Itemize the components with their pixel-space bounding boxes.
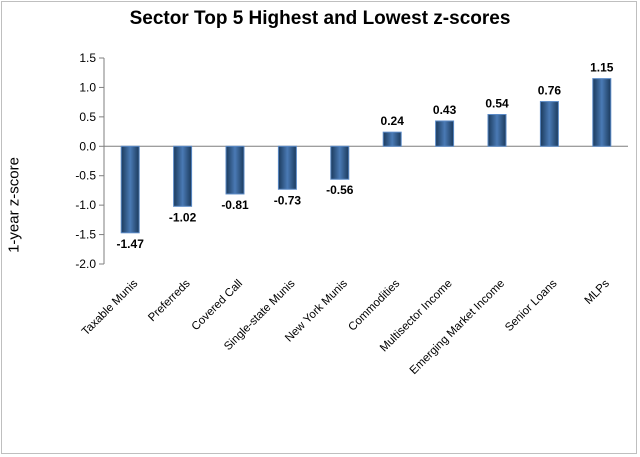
- bars: [120, 78, 612, 234]
- data-label: 1.15: [590, 61, 614, 75]
- data-label: -0.73: [274, 193, 302, 207]
- data-label: -0.81: [221, 198, 249, 212]
- data-label: 0.54: [485, 97, 509, 111]
- bar: [539, 101, 559, 147]
- bar: [382, 131, 402, 147]
- bar: [592, 78, 612, 147]
- x-category-label: Taxable Munis: [80, 277, 141, 338]
- labels: -1.47 Taxable Munis -1.02 Preferreds -0.81 Co…: [80, 61, 614, 377]
- y-tick-label: -2.0: [75, 257, 96, 271]
- data-label: -1.02: [169, 210, 197, 224]
- x-category-label: Covered Call: [190, 278, 245, 333]
- x-category-label: MLPs: [583, 277, 612, 306]
- y-tick-label: -1.5: [75, 228, 96, 242]
- bar: [330, 145, 350, 180]
- data-label: 0.24: [381, 114, 405, 128]
- x-category-label: Commodities: [346, 277, 402, 333]
- chart-title: Sector Top 5 Highest and Lowest z-scores: [129, 8, 511, 29]
- bar: [173, 145, 193, 207]
- bar: [487, 114, 507, 147]
- data-label: -0.56: [326, 183, 354, 197]
- x-category-label: Emerging Market Income: [408, 278, 507, 377]
- y-tick-label: -1.0: [75, 198, 96, 212]
- x-category-label: Senior Loans: [503, 277, 560, 334]
- y-tick-label: 1.5: [79, 51, 96, 65]
- x-category-label: Preferreds: [146, 277, 193, 324]
- data-label: 0.76: [538, 84, 562, 98]
- y-tick-label: -0.5: [75, 169, 96, 183]
- y-tick-label: 0.5: [79, 110, 96, 124]
- bar: [120, 145, 140, 234]
- axes: -2.0 -1.5 -1.0 -0.5 0.0 0.5 1.0 1.5: [75, 51, 628, 271]
- y-tick-label: 1.0: [79, 80, 96, 94]
- bar: [277, 145, 297, 190]
- data-label: 0.43: [433, 103, 457, 117]
- bar: [225, 145, 245, 195]
- y-tick-label: 0.0: [79, 139, 96, 153]
- bar: [435, 120, 455, 147]
- data-label: -1.47: [117, 237, 145, 251]
